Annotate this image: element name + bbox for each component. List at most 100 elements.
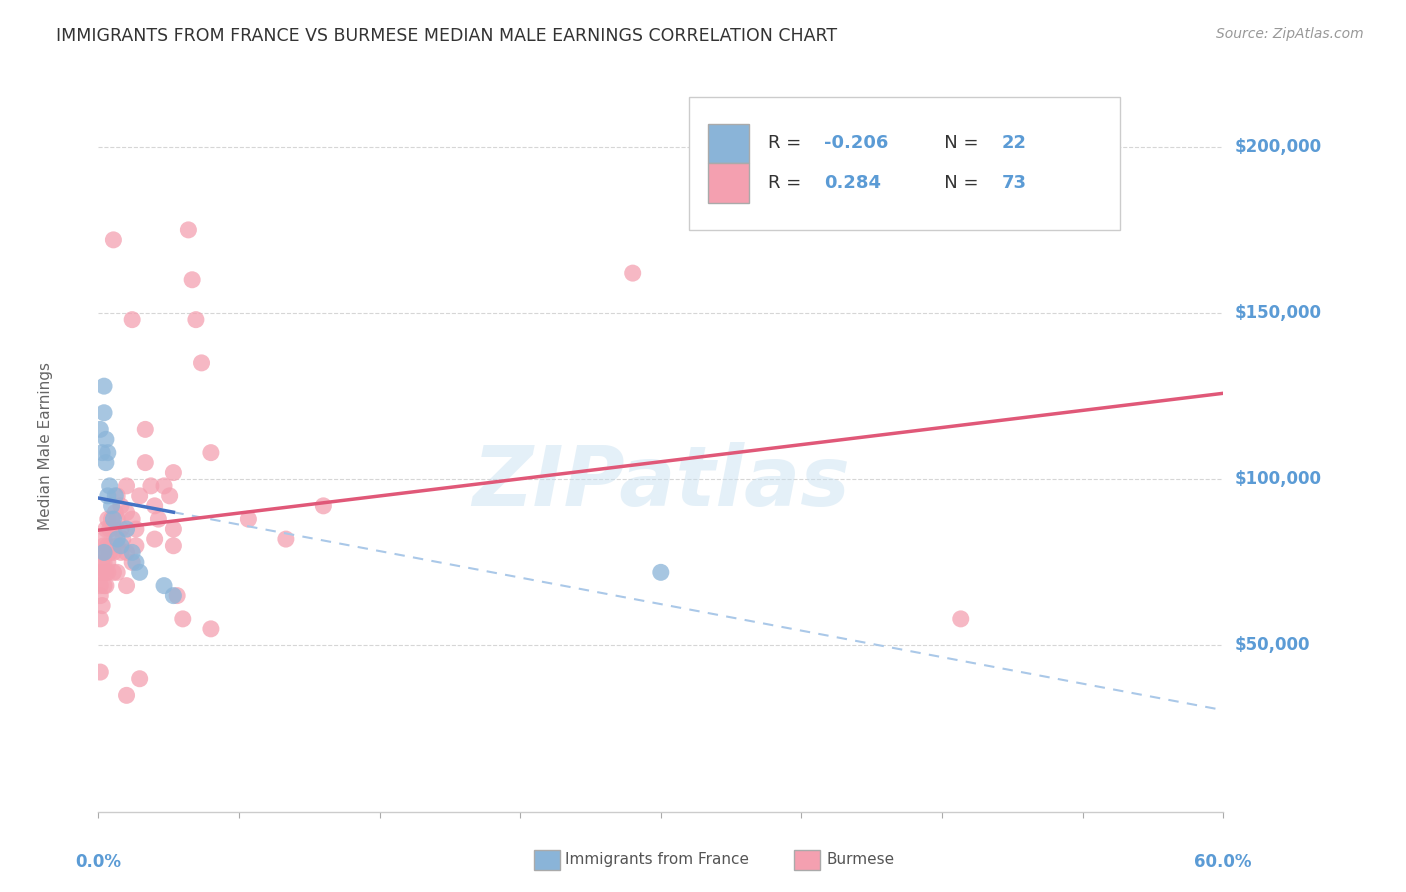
Point bbox=[190, 356, 212, 370]
Point bbox=[104, 506, 127, 520]
Point bbox=[166, 589, 188, 603]
Point bbox=[91, 545, 114, 559]
Point bbox=[103, 512, 125, 526]
Point bbox=[97, 445, 120, 459]
Point bbox=[94, 579, 117, 593]
Point bbox=[115, 579, 138, 593]
Text: R =: R = bbox=[768, 135, 807, 153]
Point bbox=[98, 479, 121, 493]
Text: $50,000: $50,000 bbox=[1234, 637, 1310, 655]
Point bbox=[93, 539, 115, 553]
Point bbox=[91, 555, 114, 569]
Point bbox=[162, 522, 184, 536]
Point bbox=[128, 672, 150, 686]
Bar bbox=[534, 850, 560, 870]
Point bbox=[110, 499, 132, 513]
Point bbox=[93, 406, 115, 420]
Point bbox=[105, 566, 128, 580]
Point bbox=[949, 612, 972, 626]
Text: 60.0%: 60.0% bbox=[1195, 854, 1251, 871]
Point bbox=[115, 479, 138, 493]
Point bbox=[94, 433, 117, 447]
Point bbox=[93, 379, 115, 393]
Point bbox=[110, 522, 132, 536]
Point bbox=[105, 512, 128, 526]
Point bbox=[93, 545, 115, 559]
Point bbox=[93, 532, 115, 546]
Point bbox=[184, 312, 207, 326]
Point bbox=[650, 566, 672, 580]
Point bbox=[105, 532, 128, 546]
Point bbox=[103, 522, 125, 536]
Point bbox=[89, 589, 111, 603]
Point bbox=[91, 445, 114, 459]
Point bbox=[103, 566, 125, 580]
Text: 0.284: 0.284 bbox=[824, 174, 882, 193]
Bar bbox=[707, 163, 749, 203]
Text: $100,000: $100,000 bbox=[1234, 470, 1322, 488]
Point bbox=[128, 489, 150, 503]
Point bbox=[177, 223, 200, 237]
Point bbox=[97, 489, 120, 503]
Text: 0.0%: 0.0% bbox=[76, 854, 121, 871]
FancyBboxPatch shape bbox=[689, 97, 1121, 230]
Point bbox=[98, 522, 121, 536]
Point bbox=[621, 266, 644, 280]
Bar bbox=[794, 850, 820, 870]
Text: -0.206: -0.206 bbox=[824, 135, 889, 153]
Point bbox=[94, 456, 117, 470]
Text: $150,000: $150,000 bbox=[1234, 304, 1322, 322]
Text: R =: R = bbox=[768, 174, 813, 193]
Point bbox=[94, 545, 117, 559]
Point bbox=[94, 522, 117, 536]
Point bbox=[103, 545, 125, 559]
Point bbox=[125, 539, 148, 553]
Point bbox=[93, 579, 115, 593]
Point bbox=[89, 665, 111, 679]
Point bbox=[91, 566, 114, 580]
Point bbox=[93, 555, 115, 569]
Point bbox=[94, 566, 117, 580]
Point bbox=[103, 233, 125, 247]
Point bbox=[115, 506, 138, 520]
Point bbox=[121, 545, 143, 559]
Point bbox=[121, 312, 143, 326]
Point bbox=[274, 532, 297, 546]
Point bbox=[97, 539, 120, 553]
Point bbox=[148, 512, 170, 526]
Point bbox=[91, 599, 114, 613]
Point bbox=[238, 512, 260, 526]
Point bbox=[100, 499, 122, 513]
Point bbox=[115, 522, 138, 536]
Point bbox=[98, 545, 121, 559]
Point bbox=[162, 539, 184, 553]
Point bbox=[172, 612, 194, 626]
Point bbox=[105, 539, 128, 553]
Point bbox=[125, 555, 148, 569]
Point bbox=[115, 689, 138, 703]
Point bbox=[89, 579, 111, 593]
Text: 73: 73 bbox=[1002, 174, 1026, 193]
Point bbox=[153, 579, 176, 593]
Point bbox=[181, 273, 204, 287]
Point bbox=[104, 489, 127, 503]
Text: N =: N = bbox=[927, 135, 984, 153]
Point bbox=[97, 566, 120, 580]
Bar bbox=[707, 123, 749, 163]
Point bbox=[110, 539, 132, 553]
Point bbox=[97, 512, 120, 526]
Point bbox=[100, 512, 122, 526]
Point bbox=[143, 499, 166, 513]
Text: Immigrants from France: Immigrants from France bbox=[565, 853, 749, 867]
Point bbox=[89, 612, 111, 626]
Point bbox=[134, 456, 156, 470]
Text: ZIPatlas: ZIPatlas bbox=[472, 442, 849, 523]
Point bbox=[115, 545, 138, 559]
Point bbox=[110, 545, 132, 559]
Point bbox=[125, 522, 148, 536]
Text: IMMIGRANTS FROM FRANCE VS BURMESE MEDIAN MALE EARNINGS CORRELATION CHART: IMMIGRANTS FROM FRANCE VS BURMESE MEDIAN… bbox=[56, 27, 838, 45]
Point bbox=[105, 489, 128, 503]
Point bbox=[89, 422, 111, 436]
Text: Source: ZipAtlas.com: Source: ZipAtlas.com bbox=[1216, 27, 1364, 41]
Y-axis label: Median Male Earnings: Median Male Earnings bbox=[38, 362, 53, 530]
